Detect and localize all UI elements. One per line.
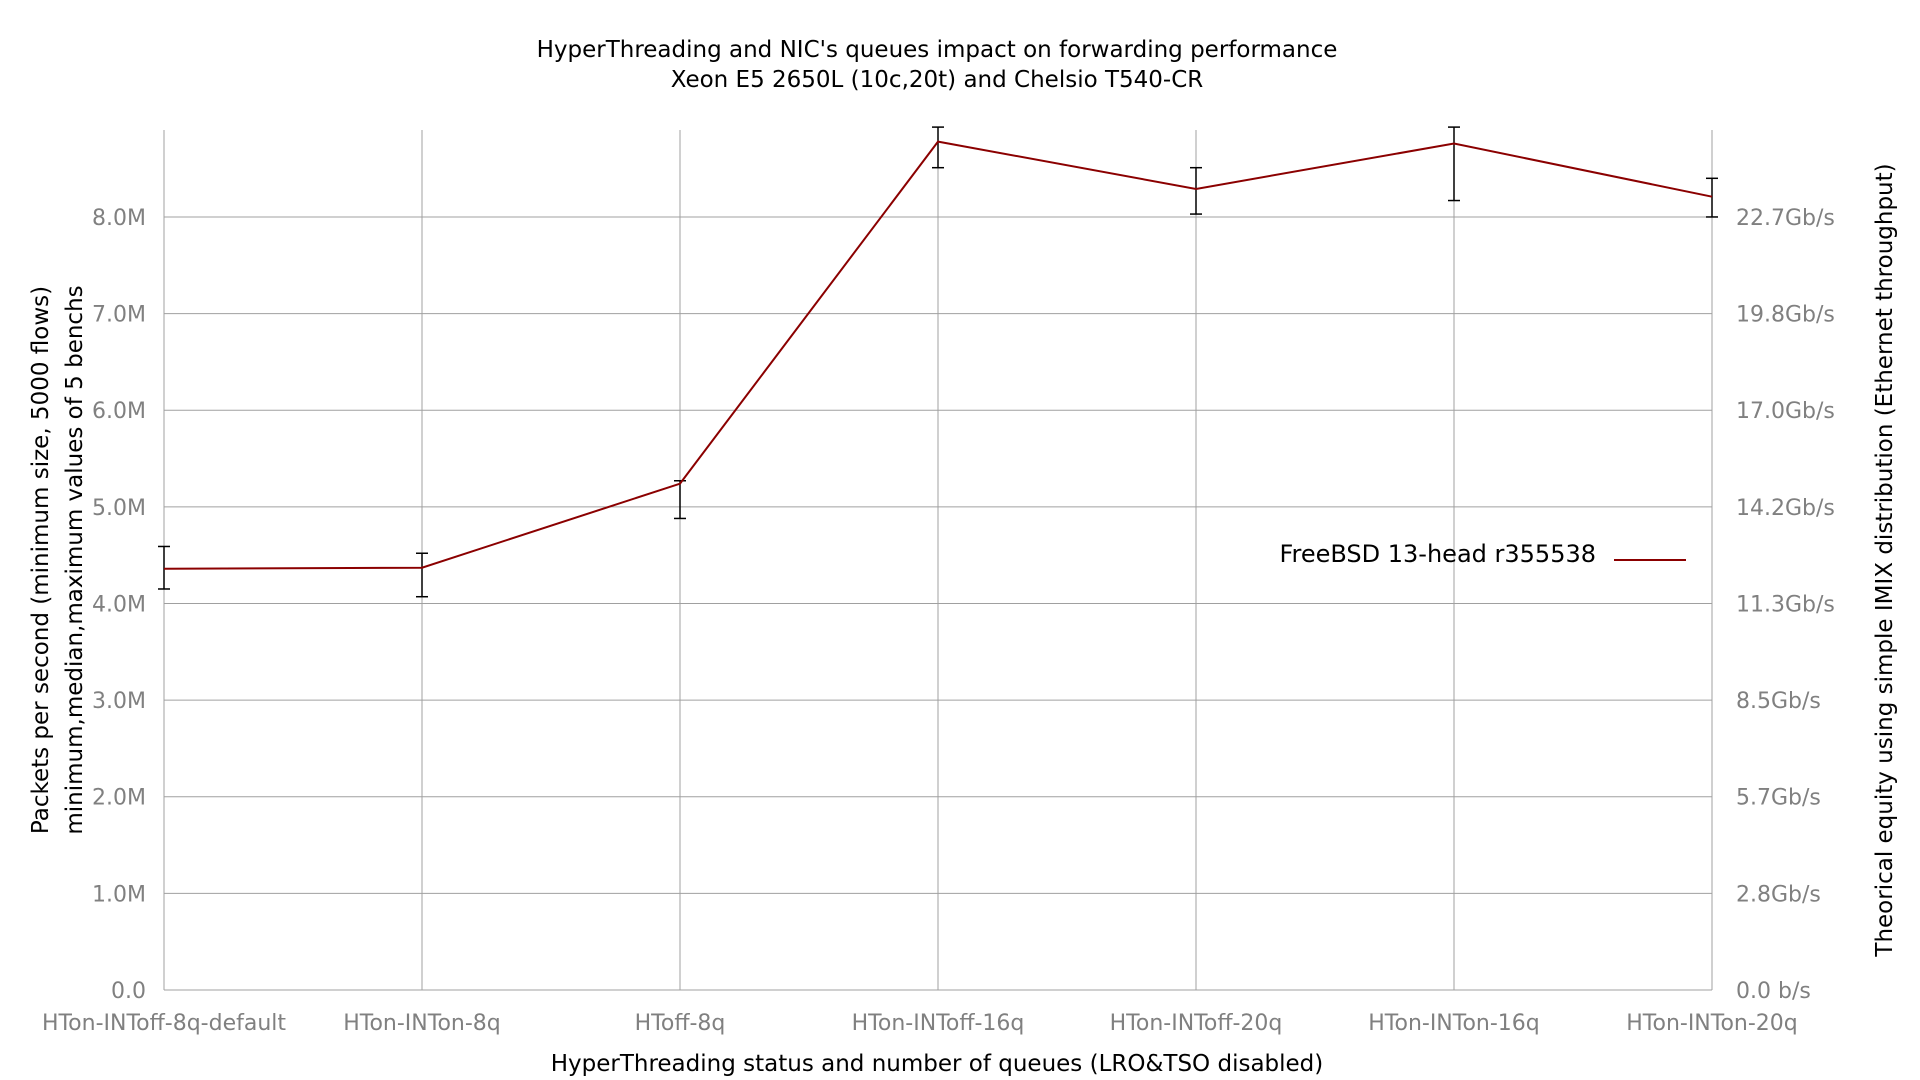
y2-tick-label: 22.7Gb/s (1736, 206, 1835, 231)
y-tick-label: 8.0M (92, 206, 146, 231)
x-tick-label: HTon-INToff-16q (852, 1011, 1025, 1036)
y2-axis-label: Theorical equity using simple IMIX distr… (1872, 163, 1898, 957)
grid (163, 130, 1713, 991)
y-tick-label: 7.0M (92, 303, 146, 328)
error-bars (158, 126, 1718, 598)
y2-tick-label: 14.2Gb/s (1736, 496, 1835, 521)
x-tick-label: HTon-INTon-8q (343, 1011, 501, 1036)
y-tick-label: 5.0M (92, 496, 146, 521)
x-tick-label: HTon-INToff-8q-default (42, 1011, 286, 1036)
legend: FreeBSD 13-head r355538 (1279, 540, 1686, 568)
y-tick-label: 6.0M (92, 399, 146, 424)
x-tick-label: HToff-8q (635, 1011, 726, 1036)
chart-title: HyperThreading and NIC's queues impact o… (537, 37, 1338, 63)
y2-tick-label: 19.8Gb/s (1736, 303, 1835, 328)
y-axis-label-2: minimum,median,maximum values of 5 bench… (62, 285, 88, 834)
x-tick-label: HTon-INToff-20q (1110, 1011, 1283, 1036)
x-tick-label: HTon-INTon-20q (1626, 1011, 1798, 1036)
y-axis-label: Packets per second (minimum size, 5000 f… (28, 286, 54, 834)
series-line (163, 140, 1713, 570)
x-axis-label: HyperThreading status and number of queu… (551, 1051, 1324, 1077)
y-tick-label: 1.0M (92, 882, 146, 907)
y2-tick-label: 8.5Gb/s (1736, 689, 1821, 714)
y2-tick-label: 0.0 b/s (1736, 979, 1811, 1004)
y-tick-label: 3.0M (92, 689, 146, 714)
x-tick-label: HTon-INTon-16q (1368, 1011, 1540, 1036)
y-tick-label: 4.0M (92, 592, 146, 617)
y-tick-label: 2.0M (92, 786, 146, 811)
y-tick-label: 0.0 (111, 979, 146, 1004)
legend-label: FreeBSD 13-head r355538 (1279, 540, 1596, 568)
y2-tick-label: 5.7Gb/s (1736, 786, 1821, 811)
y2-tick-label: 11.3Gb/s (1736, 592, 1835, 617)
series-lines (163, 140, 1713, 570)
chart-subtitle: Xeon E5 2650L (10c,20t) and Chelsio T540… (671, 67, 1204, 93)
ticks: 0.0 0.0 b/s 1.0M 2.8Gb/s 2.0M 5.7Gb/s 3.0M 8.5G… (42, 206, 1835, 1036)
y2-tick-label: 17.0Gb/s (1736, 399, 1835, 424)
y2-tick-label: 2.8Gb/s (1736, 882, 1821, 907)
